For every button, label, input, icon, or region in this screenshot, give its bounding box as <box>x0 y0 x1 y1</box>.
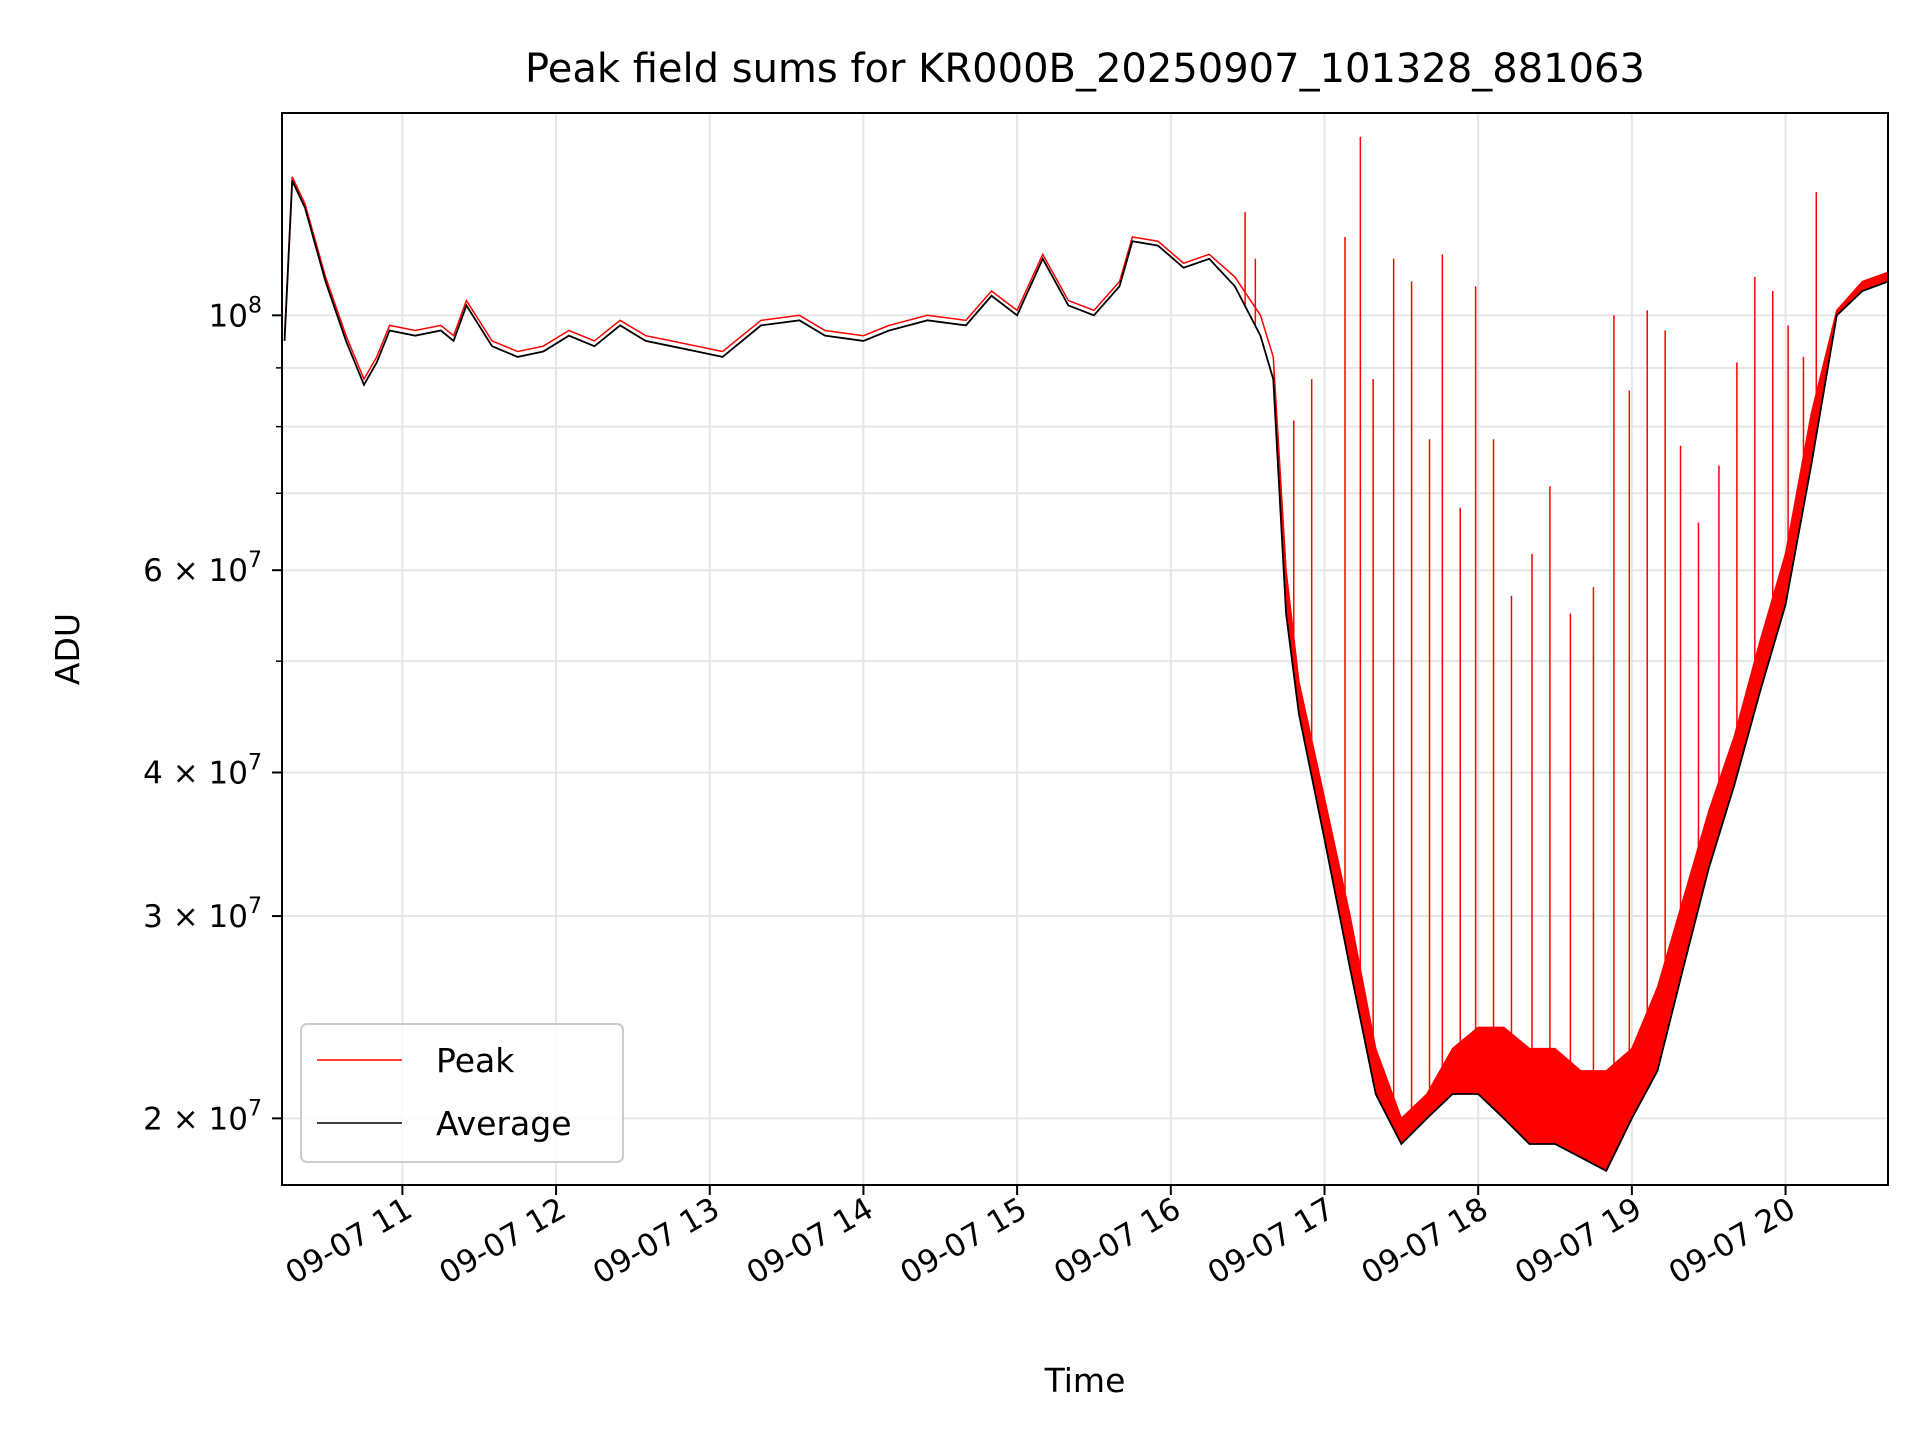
y-tick-label: 3 × 107 <box>143 894 262 935</box>
y-tick-label: 2 × 107 <box>143 1096 262 1137</box>
y-tick-label: 108 <box>209 293 262 334</box>
axes-frame <box>281 112 1889 1186</box>
series-line-peak <box>283 176 1889 1120</box>
y-tick-label: 4 × 107 <box>143 751 262 792</box>
chart-title: Peak field sums for KR000B_20250907_1013… <box>525 46 1645 92</box>
legend: Peak Average <box>300 1023 624 1163</box>
grid <box>282 113 1888 1185</box>
plot-area <box>283 136 1889 1173</box>
peak-envelope <box>1273 272 1888 1171</box>
y-axis: 2 × 107 3 × 107 4 × 107 6 × 107 108 <box>143 293 282 1137</box>
legend-label-average: Average <box>436 1104 572 1143</box>
y-tick-label: 6 × 107 <box>143 548 262 589</box>
legend-box <box>300 1023 624 1163</box>
series-line-average <box>283 180 1889 1173</box>
x-axis-label: Time <box>1044 1361 1126 1400</box>
y-axis-label: ADU <box>48 613 87 685</box>
legend-label-peak: Peak <box>436 1041 515 1080</box>
